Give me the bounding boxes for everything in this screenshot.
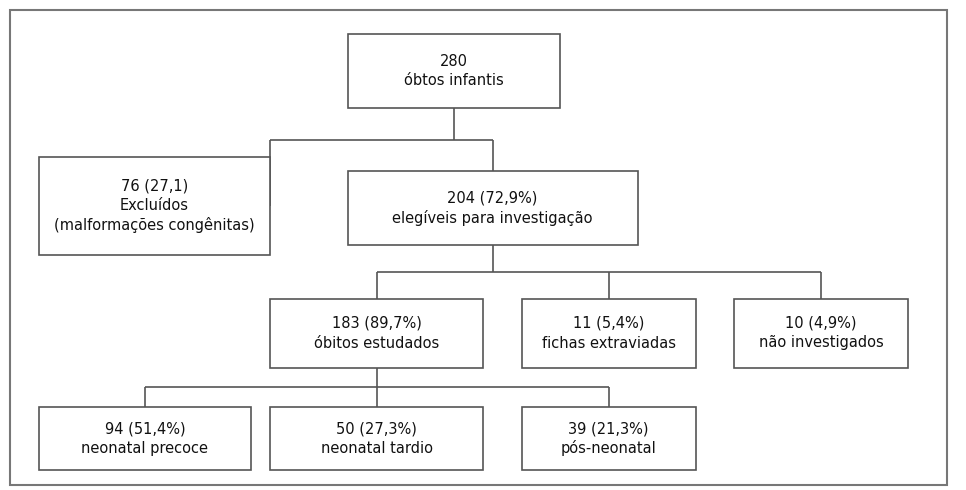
Text: (malformações congênitas): (malformações congênitas) [54, 218, 255, 233]
FancyBboxPatch shape [270, 299, 483, 368]
FancyBboxPatch shape [39, 157, 270, 255]
FancyBboxPatch shape [734, 299, 908, 368]
Text: neonatal precoce: neonatal precoce [81, 441, 209, 456]
Text: 11 (5,4%): 11 (5,4%) [573, 316, 644, 331]
Text: 94 (51,4%): 94 (51,4%) [104, 421, 185, 436]
Text: fichas extraviadas: fichas extraviadas [542, 336, 675, 350]
Text: 76 (27,1): 76 (27,1) [121, 179, 188, 194]
Text: neonatal tardio: neonatal tardio [321, 441, 433, 456]
Text: elegíveis para investigação: elegíveis para investigação [392, 210, 593, 226]
FancyBboxPatch shape [348, 34, 560, 108]
FancyBboxPatch shape [522, 299, 696, 368]
Text: pós-neonatal: pós-neonatal [560, 441, 657, 456]
Text: 10 (4,9%): 10 (4,9%) [785, 316, 857, 331]
Text: 280: 280 [440, 54, 468, 69]
Text: 183 (89,7%): 183 (89,7%) [331, 316, 422, 331]
Text: não investigados: não investigados [758, 336, 884, 350]
FancyBboxPatch shape [522, 407, 696, 470]
Text: 50 (27,3%): 50 (27,3%) [336, 421, 417, 436]
Text: 204 (72,9%): 204 (72,9%) [447, 191, 538, 206]
Text: óbtos infantis: óbtos infantis [404, 74, 504, 88]
Text: 39 (21,3%): 39 (21,3%) [568, 421, 649, 436]
Text: Excluídos: Excluídos [120, 198, 189, 213]
Text: óbitos estudados: óbitos estudados [314, 336, 440, 350]
FancyBboxPatch shape [270, 407, 483, 470]
FancyBboxPatch shape [348, 172, 638, 245]
FancyBboxPatch shape [39, 407, 251, 470]
